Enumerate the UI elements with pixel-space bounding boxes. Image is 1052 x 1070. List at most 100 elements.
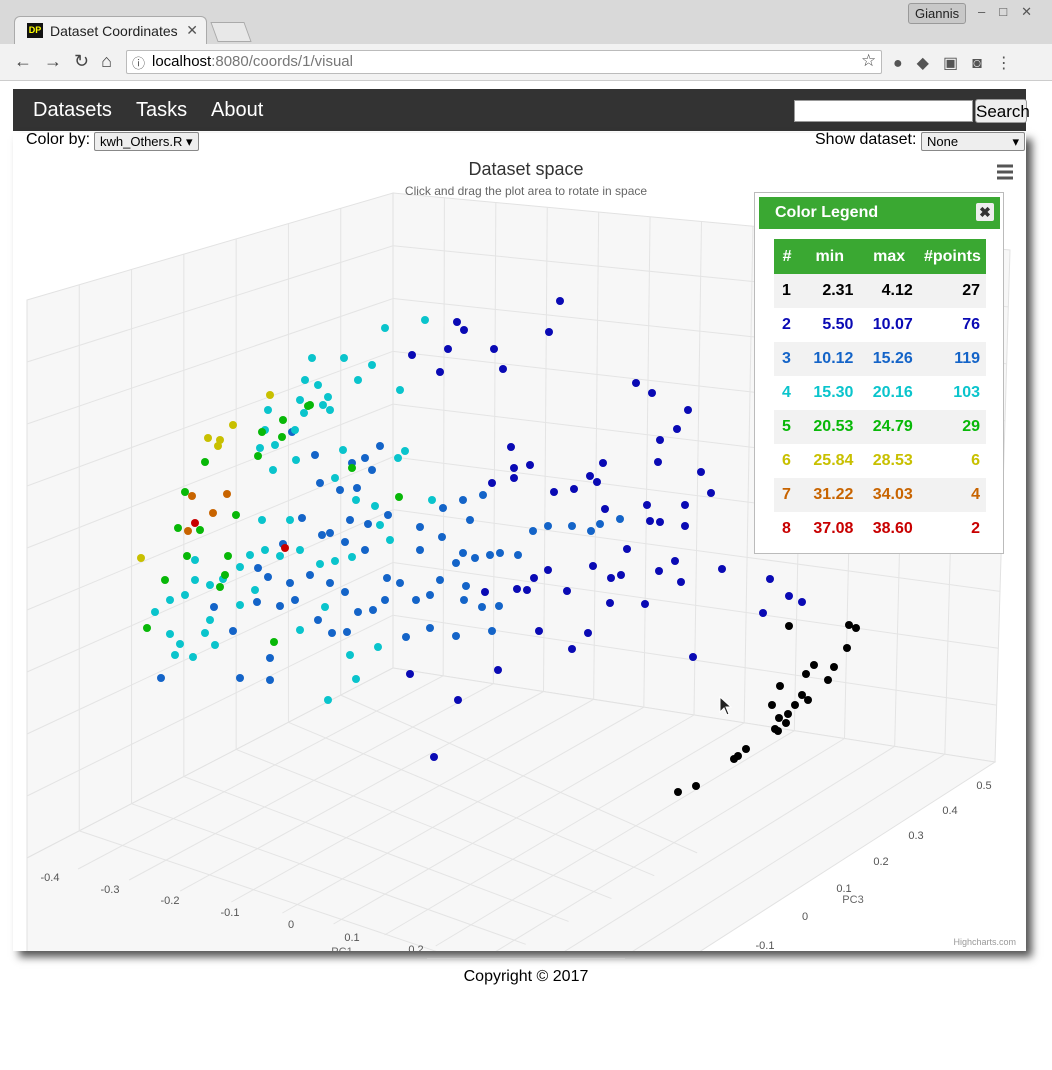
extensions[interactable]: ●◆▣◙⋮ <box>893 55 1026 72</box>
show-dataset-select[interactable]: None ▾ <box>921 132 1025 151</box>
search-input[interactable] <box>794 100 973 122</box>
legend-cell: 15.30 <box>813 384 854 401</box>
scatter-point <box>568 645 576 653</box>
x-tick-label: -0.3 <box>101 884 120 896</box>
scatter-point <box>266 654 274 662</box>
scatter-point <box>223 490 231 498</box>
scatter-point <box>279 416 287 424</box>
legend-cell: 2 <box>782 316 791 333</box>
scatter-point <box>341 588 349 596</box>
grid-line <box>180 691 544 892</box>
scatter-point <box>324 696 332 704</box>
legend-cell: 7 <box>774 478 801 512</box>
scatter-point <box>361 454 369 462</box>
browser-tab[interactable]: DP Dataset Coordinates ✕ <box>14 16 207 44</box>
legend-cell: 2 <box>971 520 980 537</box>
scatter-point <box>191 576 199 584</box>
scatter-point <box>204 434 212 442</box>
scatter-point <box>157 674 165 682</box>
grid-line <box>26 245 394 363</box>
grid-line <box>282 706 645 914</box>
scatter-point <box>775 714 783 722</box>
scatter-point <box>681 522 689 530</box>
scatter-point <box>544 566 552 574</box>
scatter-point <box>426 624 434 632</box>
scatter-point <box>718 565 726 573</box>
legend-cell: 10.07 <box>872 316 913 333</box>
scatter-point <box>632 379 640 387</box>
scatter-point <box>251 586 259 594</box>
scatter-point <box>471 554 479 562</box>
scatter-point <box>677 578 685 586</box>
grid-line <box>77 675 444 870</box>
new-tab[interactable] <box>210 22 252 42</box>
scatter-point <box>331 557 339 565</box>
scatter-point <box>586 472 594 480</box>
scatter-point <box>570 485 578 493</box>
legend-cell: 24.79 <box>859 410 919 444</box>
scatter-point <box>258 516 266 524</box>
scatter-point <box>681 501 689 509</box>
info-icon[interactable]: ⓘ <box>132 56 146 71</box>
scatter-point <box>224 552 232 560</box>
scatter-point <box>490 345 498 353</box>
scatter-point <box>406 670 414 678</box>
legend-header-cell: max <box>859 239 919 274</box>
window-buttons[interactable]: –□✕ <box>978 4 1046 19</box>
scatter-point <box>556 297 564 305</box>
scatter-point <box>439 504 447 512</box>
search-button[interactable]: Search <box>975 99 1030 123</box>
scatter-point <box>270 638 278 646</box>
scatter-point <box>656 518 664 526</box>
scatter-point <box>318 531 326 539</box>
scatter-point <box>321 603 329 611</box>
scatter-point <box>206 616 214 624</box>
color-by-select[interactable]: kwh_Others.R ▾ <box>94 132 199 151</box>
grid-line <box>492 202 497 684</box>
legend-header-cell: # <box>774 239 801 274</box>
scatter-point <box>730 755 738 763</box>
grid-line <box>543 207 548 692</box>
grid-line <box>235 748 612 900</box>
address-bar[interactable]: localhost:8080/coords/1/visual <box>126 50 882 74</box>
user-badge[interactable]: Giannis <box>908 3 967 24</box>
nav-link[interactable]: Datasets <box>33 99 112 121</box>
scatter-point <box>550 488 558 496</box>
scatter-point <box>774 727 782 735</box>
legend-close[interactable]: ✖ <box>976 203 994 221</box>
scatter-point <box>181 591 189 599</box>
scatter-point <box>452 559 460 567</box>
legend-title: Color Legend <box>775 204 879 221</box>
nav-link[interactable]: About <box>211 99 264 121</box>
bookmark-star[interactable]: ☆ <box>861 51 877 70</box>
scatter-point <box>196 526 204 534</box>
favicon: DP <box>27 23 43 38</box>
scatter-point <box>396 579 404 587</box>
grid-line <box>288 721 655 877</box>
scatter-point <box>488 479 496 487</box>
legend-cell: 25.84 <box>813 452 854 469</box>
scatter-point <box>374 643 382 651</box>
z-tick-label: 0.1 <box>836 883 851 895</box>
nav-buttons[interactable]: ←→↻⌂ <box>14 51 124 71</box>
scatter-point <box>271 441 279 449</box>
scatter-point <box>353 484 361 492</box>
scatter-point <box>258 428 266 436</box>
chart[interactable]: -0.4 -0.3 -0.2 -0.1 0 0.1 0.2 0.5 0.4 0.3 0.2 0.1 0 -… <box>13 133 1026 951</box>
nav-link[interactable]: Tasks <box>136 99 188 121</box>
grid-line <box>26 456 394 611</box>
scatter-point <box>326 406 334 414</box>
chart-title: Dataset space <box>468 159 583 179</box>
scatter-point <box>266 391 274 399</box>
tab-close[interactable]: ✕ <box>186 22 198 38</box>
scatter-point <box>326 579 334 587</box>
scatter-point <box>496 549 504 557</box>
credits[interactable]: Highcharts.com <box>953 937 1016 947</box>
menu-button[interactable] <box>997 164 1013 180</box>
select-value: None <box>927 134 959 149</box>
scatter-point <box>460 596 468 604</box>
scatter-point <box>383 574 391 582</box>
grid-line <box>26 509 394 673</box>
scatter-point <box>545 328 553 336</box>
scatter-point <box>852 624 860 632</box>
